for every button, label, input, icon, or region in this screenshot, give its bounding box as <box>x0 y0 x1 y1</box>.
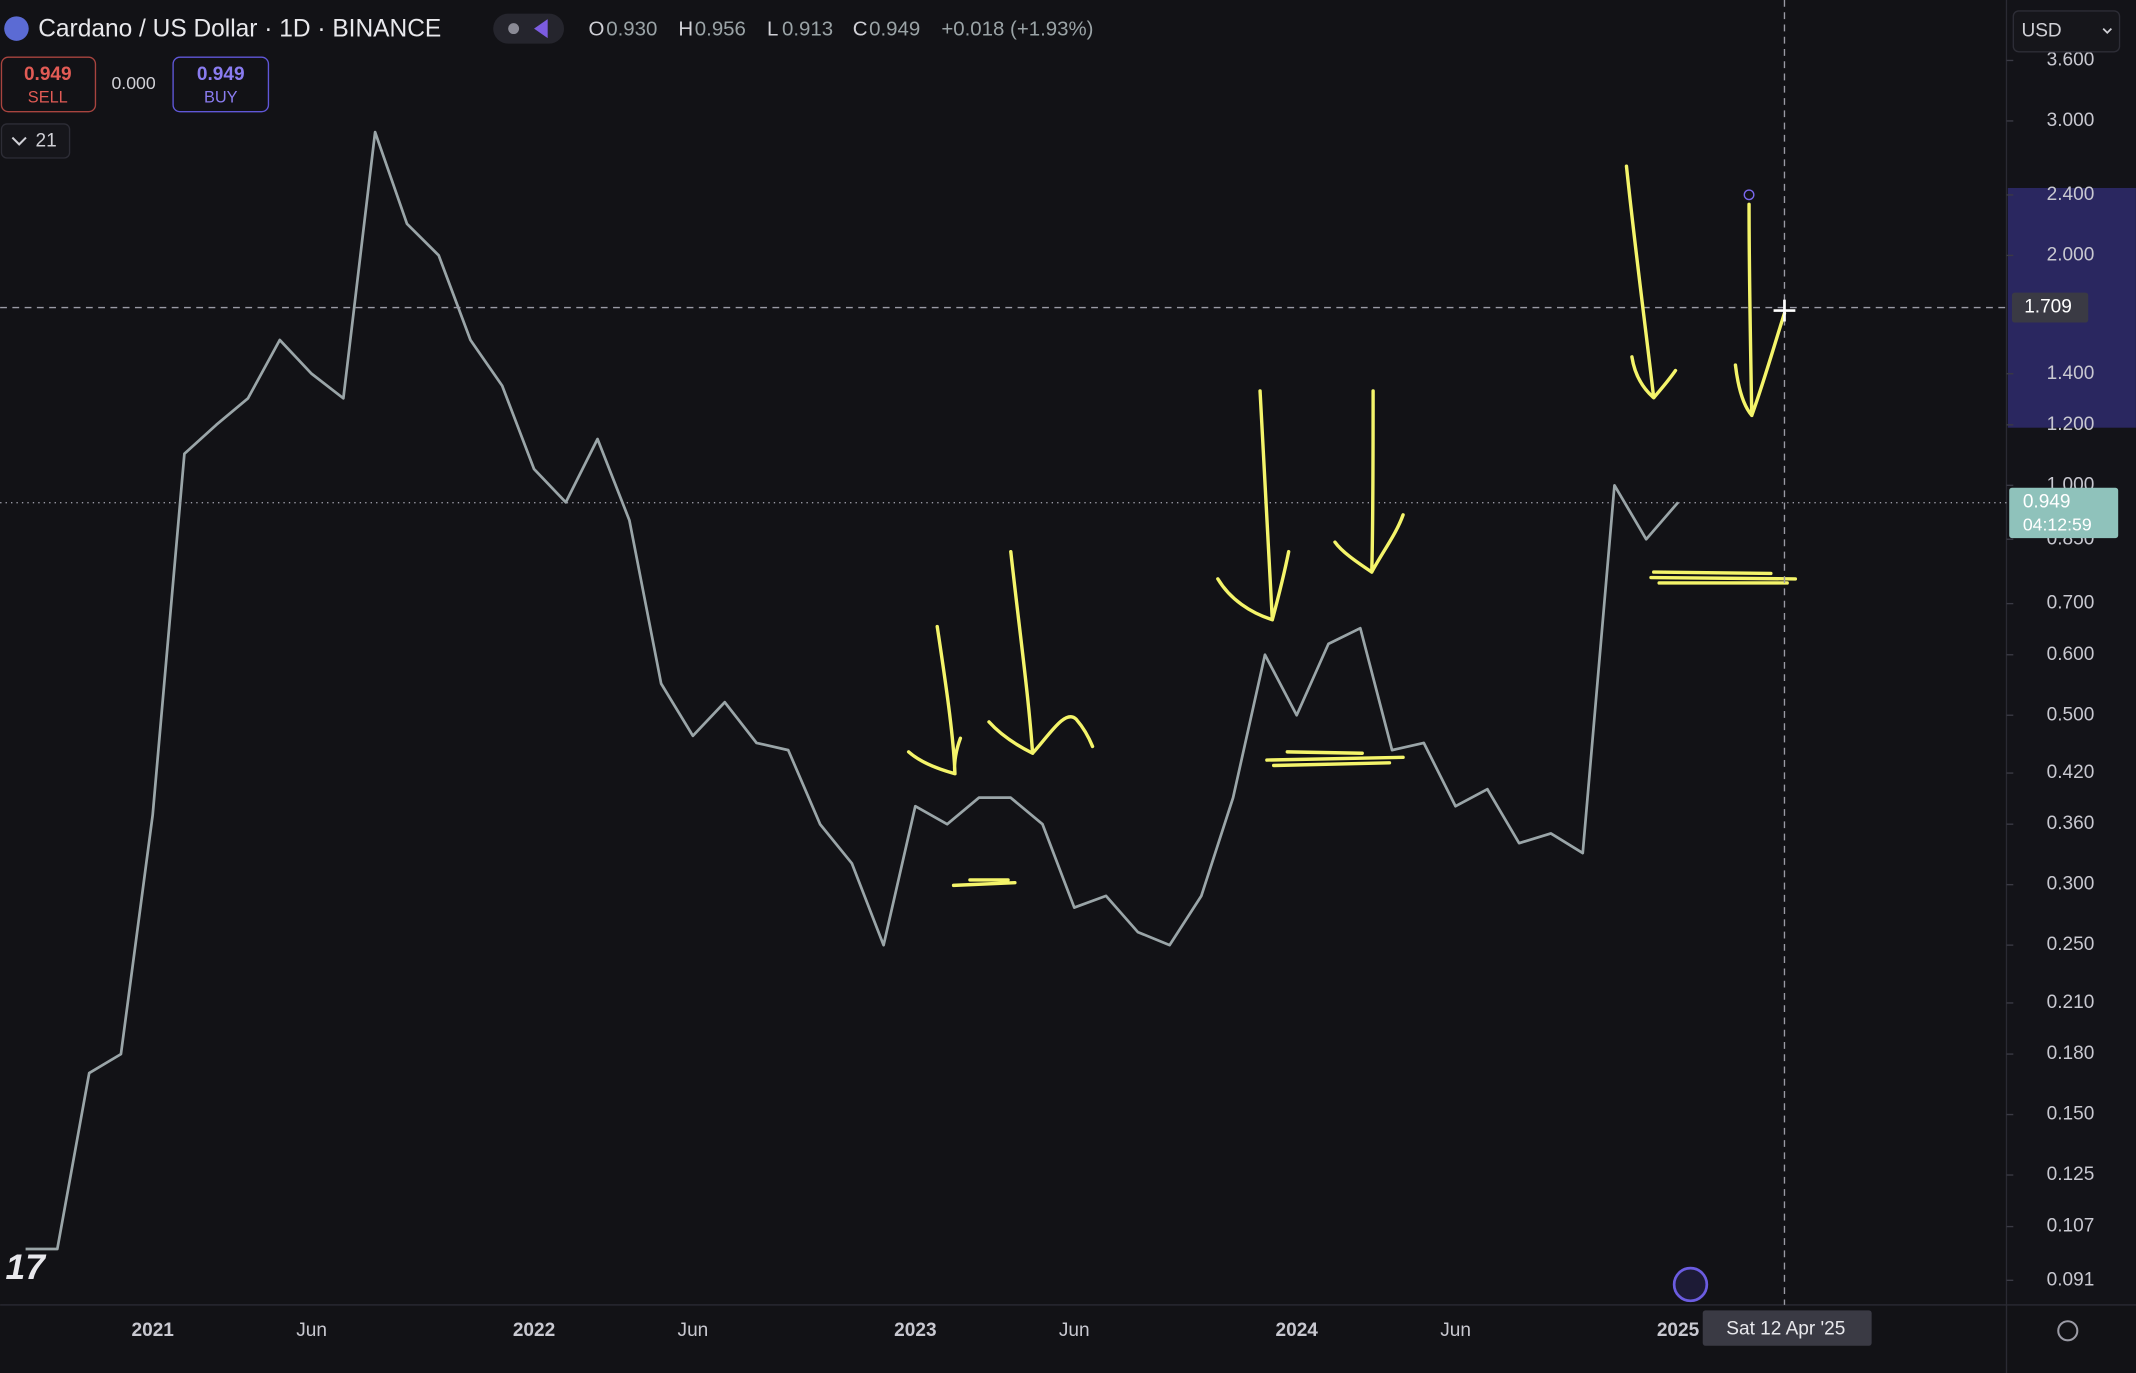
support-line <box>1649 570 1798 585</box>
ohlc-value: 0.956 <box>695 18 746 40</box>
chevron <box>2102 27 2112 34</box>
support-line <box>1265 750 1405 768</box>
x-tick-label: Jun <box>296 1320 327 1341</box>
y-tick-label: 0.180 <box>2047 1043 2095 1064</box>
buy-label: BUY <box>204 88 238 106</box>
y-tick-label: 0.107 <box>2047 1216 2095 1237</box>
ohlc-change: +0.018 (+1.93%) <box>941 18 1093 40</box>
y-tick-label: 2.400 <box>2047 184 2095 205</box>
ohlc-value: 0.949 <box>869 18 920 40</box>
arrow <box>1216 389 1291 622</box>
sell-button[interactable] <box>0 56 97 113</box>
y-tick-label: 0.150 <box>2047 1104 2095 1125</box>
status-icon <box>534 19 548 39</box>
ohlc: O 0.930 H 0.956 L 0.913 C 0.949 +0.018 (… <box>589 18 1094 40</box>
logo: 17 <box>6 1247 48 1287</box>
price-line <box>25 130 1680 1251</box>
y-tick-label: 0.300 <box>2047 874 2095 895</box>
x-tick-label: 2025 <box>1657 1320 1700 1341</box>
arrow <box>1333 389 1405 574</box>
arrow <box>906 624 963 776</box>
x-tick-label: 2023 <box>894 1320 936 1341</box>
x-tick-label: 2021 <box>132 1320 175 1341</box>
y-tick-label: 0.600 <box>2047 644 2095 665</box>
countdown: 04:12:59 <box>2023 515 2092 535</box>
y-tick-label: 3.000 <box>2047 110 2095 131</box>
buy-price: 0.949 <box>197 64 245 85</box>
y-tick-label: 0.700 <box>2047 593 2095 614</box>
buy-button[interactable] <box>172 56 270 113</box>
plot: 3.6003.0002.4002.0001.4001.2001.0000.850… <box>0 50 2136 1341</box>
y-tick-label: 1.200 <box>2047 414 2095 435</box>
assistant-button[interactable] <box>1672 1266 1709 1303</box>
y-tick-label: 0.250 <box>2047 934 2095 955</box>
x-tick-label: Jun <box>1440 1320 1471 1341</box>
crosshair-date: Sat 12 Apr '25 <box>1726 1318 1845 1339</box>
current-price-label: 0.949 <box>2023 492 2071 513</box>
x-tick-label: Jun <box>678 1320 709 1341</box>
ohlc-label: L <box>767 18 778 40</box>
y-tick-label: 3.600 <box>2047 50 2095 71</box>
symbol-title[interactable]: Cardano / US Dollar · 1D · BINANCE <box>38 15 441 42</box>
y-tick-label: 0.500 <box>2047 704 2095 725</box>
current-price-badge <box>2009 487 2119 539</box>
indicators-toggle[interactable] <box>0 123 71 159</box>
sell-price: 0.949 <box>24 64 72 85</box>
indicators-count: 21 <box>36 131 57 152</box>
y-tick-label: 0.091 <box>2047 1269 2095 1290</box>
chevron <box>11 136 27 146</box>
y-tick-label: 1.400 <box>2047 363 2095 384</box>
crosshair-date-badge <box>1702 1310 1872 1346</box>
y-tick-label: 0.420 <box>2047 762 2095 783</box>
y-tick-label: 0.125 <box>2047 1164 2095 1185</box>
sell-label: SELL <box>28 88 68 106</box>
x-tick-label: 2024 <box>1276 1320 1319 1341</box>
currency: USD <box>2021 20 2061 41</box>
arrow <box>1624 164 1678 400</box>
currency-select[interactable] <box>2012 10 2121 53</box>
support-line <box>951 878 1017 888</box>
x-tick-label: Jun <box>1059 1320 1090 1341</box>
status-pill[interactable] <box>493 13 565 44</box>
crosshair-badge <box>2011 292 2089 323</box>
y-tick-label: 2.000 <box>2047 244 2095 265</box>
ohlc-label: O <box>589 18 605 40</box>
symbol-logo <box>4 16 29 41</box>
settings-button[interactable] <box>2057 1320 2079 1342</box>
ohlc-label: H <box>678 18 693 40</box>
annotations <box>906 164 1798 888</box>
status-dot <box>508 23 520 35</box>
arrow <box>987 549 1095 755</box>
x-tick-label: 2022 <box>513 1320 555 1341</box>
arrow <box>1733 202 1787 418</box>
ohlc-value: 0.930 <box>606 18 657 40</box>
y-tick-label: 0.360 <box>2047 813 2095 834</box>
crosshair-price-label: 1.709 <box>2024 297 2072 318</box>
ohlc-label: C <box>853 18 868 40</box>
spread: 0.000 <box>111 73 155 93</box>
crosshair-cursor <box>1773 299 1796 322</box>
y-tick-label: 0.210 <box>2047 992 2095 1013</box>
drawing-handle <box>1743 189 1755 201</box>
ohlc-value: 0.913 <box>782 18 833 40</box>
